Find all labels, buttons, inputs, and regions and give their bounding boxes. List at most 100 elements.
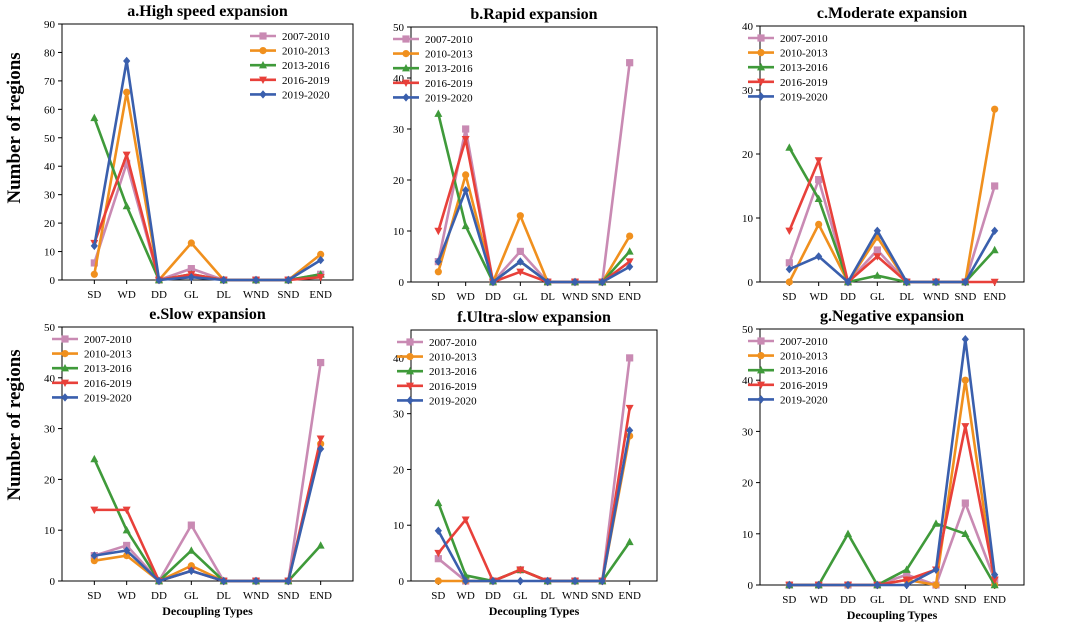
x-tick-label: SD <box>87 289 101 301</box>
legend-marker <box>402 93 410 102</box>
x-tick-label: SD <box>87 590 101 602</box>
x-tick-label: DL <box>540 291 555 303</box>
data-point <box>814 157 823 165</box>
data-point <box>785 580 793 590</box>
data-point <box>187 521 195 529</box>
series-line-2013-2016 <box>93 117 321 282</box>
data-point <box>155 576 163 586</box>
data-point <box>462 171 470 179</box>
data-point <box>961 529 970 537</box>
y-axis-label-top: Number of regions <box>4 52 25 203</box>
y-tick-label: 30 <box>44 190 56 202</box>
series-line-2019-2020 <box>437 430 631 583</box>
y-tick-label: 50 <box>44 133 56 145</box>
series-line-2016-2019 <box>437 407 631 583</box>
x-tick-label: END <box>618 291 641 303</box>
data-point <box>434 555 442 563</box>
y-axis-label-bottom: Number of regions <box>4 349 25 500</box>
y-tick-label: 80 <box>44 47 56 59</box>
y-tick-label: 70 <box>44 76 56 88</box>
data-point <box>316 273 325 282</box>
y-tick-label: 40 <box>742 375 754 387</box>
x-tick-label: DD <box>151 289 167 301</box>
data-point <box>284 275 292 285</box>
data-point <box>122 506 131 515</box>
data-point <box>317 255 325 265</box>
series-line-2010-2013 <box>789 378 996 587</box>
data-point <box>544 277 552 287</box>
data-point <box>785 278 793 286</box>
x-tick-label: WD <box>457 291 475 303</box>
y-tick-label: 20 <box>742 478 754 490</box>
series-line-2019-2020 <box>93 59 322 282</box>
x-tick-label: WD <box>118 590 136 602</box>
data-point <box>873 253 882 261</box>
x-tick-label: GL <box>184 590 199 602</box>
x-tick-label: SD <box>431 291 445 303</box>
data-point <box>317 358 325 367</box>
legend-label: 2010-2013 <box>425 49 473 61</box>
legend-label: 2016-2019 <box>84 378 132 390</box>
legend-label: 2007-2010 <box>282 31 330 43</box>
data-point <box>220 576 228 586</box>
x-tick-label: SND <box>954 594 976 606</box>
legend-label: 2019-2020 <box>84 392 132 404</box>
y-tick-label: 20 <box>742 149 754 161</box>
plot-frame <box>410 26 658 283</box>
y-tick-label: 90 <box>44 19 56 31</box>
data-point <box>991 105 999 113</box>
legend-label: 2013-2016 <box>780 62 828 74</box>
legend-marker <box>757 34 765 42</box>
data-point <box>489 576 497 586</box>
x-tick-label: SD <box>431 590 445 602</box>
data-point <box>544 576 552 586</box>
y-tick-label: 30 <box>742 85 754 97</box>
x-tick-label: DD <box>840 594 856 606</box>
y-tick-label: 30 <box>44 424 56 436</box>
data-point <box>187 546 196 554</box>
data-point <box>516 566 525 575</box>
x-tick-label: SND <box>591 291 613 303</box>
y-tick-label: 40 <box>393 353 405 365</box>
x-tick-label: SND <box>277 590 299 602</box>
data-point <box>123 88 131 96</box>
data-point <box>785 227 794 235</box>
legend-marker <box>757 63 765 71</box>
data-point <box>932 277 940 287</box>
series-line-2019-2020 <box>94 448 322 583</box>
legend-marker <box>61 364 69 372</box>
y-tick-label: 50 <box>393 22 405 34</box>
x-tick-label: WND <box>562 291 588 303</box>
series-line-2007-2010 <box>789 501 996 587</box>
data-point <box>123 159 131 167</box>
data-point <box>991 570 999 579</box>
data-point <box>462 186 470 195</box>
legend-label: 2010-2013 <box>429 352 477 364</box>
plot-frame <box>61 326 354 582</box>
data-point <box>461 516 470 524</box>
data-point <box>317 444 325 454</box>
data-point <box>90 551 98 560</box>
legend-marker <box>402 64 410 72</box>
series-line-2013-2016 <box>437 502 631 583</box>
chart-title: c.Moderate expansion <box>817 5 967 22</box>
data-point <box>516 247 524 255</box>
data-point <box>187 566 195 576</box>
data-point <box>625 258 634 266</box>
chart-title: g.Negative expansion <box>820 308 964 325</box>
data-point <box>961 277 969 287</box>
chart-title: e.Slow expansion <box>149 306 266 323</box>
data-point <box>90 506 99 515</box>
y-tick-label: 0 <box>399 576 405 588</box>
data-point <box>462 125 470 133</box>
data-point <box>902 576 911 585</box>
data-point <box>90 113 99 122</box>
data-point <box>626 426 634 435</box>
series-line-2013-2016 <box>93 458 322 583</box>
data-point <box>461 221 470 230</box>
x-tick-label: DD <box>485 291 501 303</box>
x-tick-label: SND <box>591 590 613 602</box>
data-point <box>434 549 443 558</box>
y-tick-label: 10 <box>44 525 56 537</box>
